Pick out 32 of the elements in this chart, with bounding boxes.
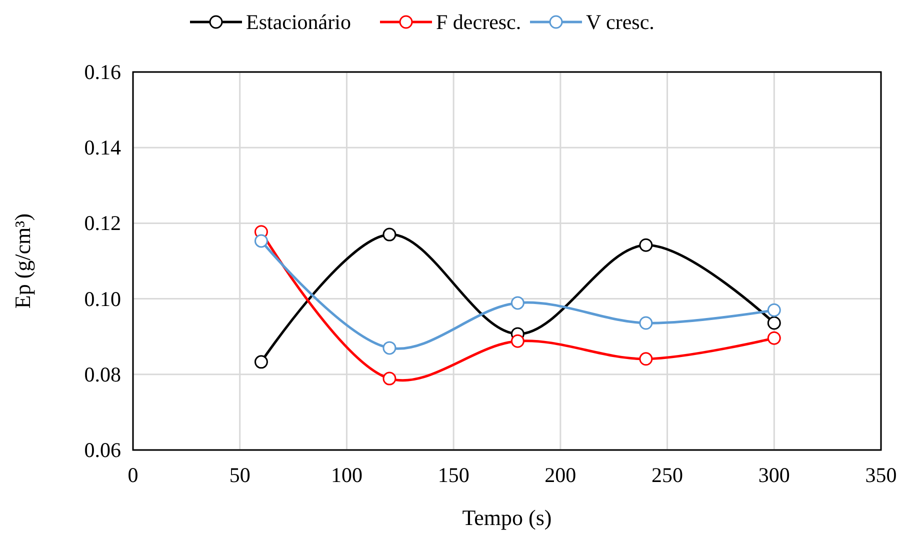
x-tick-label: 100: [330, 463, 362, 487]
y-tick-label: 0.06: [84, 438, 121, 462]
point: [382, 341, 396, 355]
point: [639, 316, 653, 330]
y-tick-label: 0.10: [84, 286, 121, 311]
point: [510, 296, 524, 310]
y-tick-label: 0.14: [84, 136, 122, 160]
x-tick-label: 200: [544, 463, 576, 487]
y-axis-title: Ep (g/cm³): [10, 213, 35, 309]
legend-label: V cresc.: [586, 10, 654, 34]
point: [639, 238, 653, 252]
point: [382, 228, 396, 242]
y-tick-label: 0.16: [84, 60, 121, 84]
y-tick-label: 0.12: [84, 211, 121, 236]
point: [254, 234, 268, 248]
point: [510, 334, 524, 348]
point: [767, 331, 781, 345]
x-axis-title: Tempo (s): [462, 505, 552, 530]
point: [639, 352, 653, 366]
point: [767, 303, 781, 317]
point: [254, 355, 268, 369]
legend-label: F decresc.: [436, 10, 522, 34]
point: [767, 316, 781, 330]
x-tick-label: 300: [758, 463, 790, 487]
point: [382, 372, 396, 386]
x-tick-label: 0: [128, 463, 138, 487]
legend-label: Estacionário: [246, 10, 351, 34]
y-tick-label: 0.08: [84, 362, 121, 386]
x-tick-label: 50: [229, 463, 250, 487]
x-tick-label: 350: [865, 463, 897, 487]
x-tick-label: 150: [438, 463, 470, 487]
x-tick-label: 250: [652, 463, 684, 487]
